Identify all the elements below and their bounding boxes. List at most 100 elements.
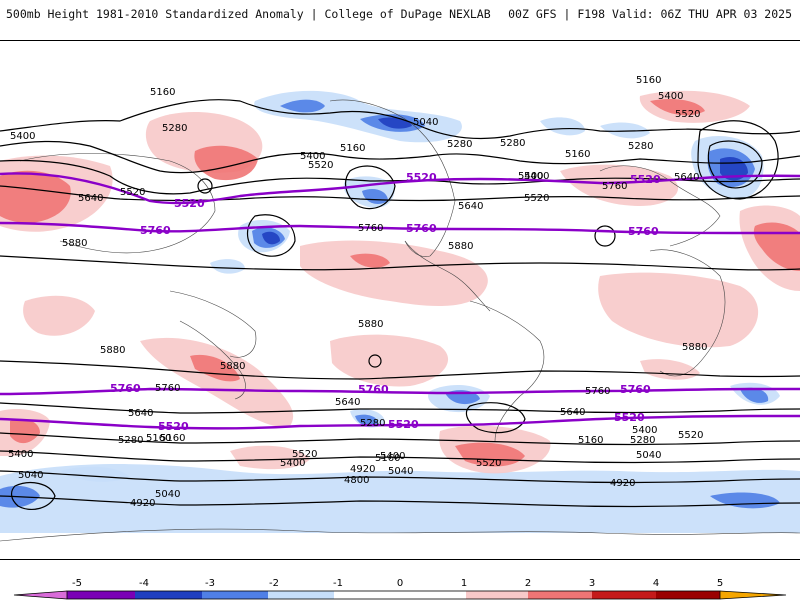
highlight-label: 5760 <box>620 383 651 396</box>
contour-label: 5160 <box>160 433 185 444</box>
contour-label: 4920 <box>130 498 155 509</box>
contour-label: 5760 <box>358 223 383 234</box>
contour-label: 5880 <box>220 361 245 372</box>
contour-label: 5520 <box>524 193 549 204</box>
contour-label: 5160 <box>340 143 365 154</box>
contour-label: 5160 <box>636 75 661 86</box>
contour-label: 5160 <box>578 435 603 446</box>
colorbar-segment <box>400 591 466 599</box>
colorbar-tick-label: 3 <box>589 578 595 589</box>
colorbar-ticks: -5 -4 -3 -2 -1 0 1 2 3 4 5 <box>72 578 723 589</box>
highlight-label: 5520 <box>614 411 645 424</box>
highlight-label: 5520 <box>388 418 419 431</box>
highlight-label: 5520 <box>406 171 437 184</box>
colorbar-tick-label: 5 <box>717 578 723 589</box>
contour-label: 5640 <box>674 172 699 183</box>
contour-label: 5520 <box>120 187 145 198</box>
highlight-contour-labels: 5520 5520 5760 5520 5760 5760 5760 5760 … <box>110 171 661 433</box>
colorbar-segment <box>67 591 135 599</box>
highlight-label: 5760 <box>140 224 171 237</box>
contour-label: 5280 <box>447 139 472 150</box>
contour-label: 5400 <box>380 451 405 462</box>
contour-label: 5640 <box>335 397 360 408</box>
contour-label: 5160 <box>146 433 171 444</box>
highlight-label: 5760 <box>358 383 389 396</box>
contour-label: 5880 <box>448 241 473 252</box>
colorbar-segments <box>13 590 787 600</box>
colorbar-tick-label: -3 <box>205 578 215 589</box>
colorbar-segment <box>202 591 268 599</box>
colorbar-segment <box>334 591 400 599</box>
contour-label: 4800 <box>344 475 369 486</box>
contour-label: 5400 <box>280 458 305 469</box>
contour-label: 5520 <box>675 109 700 120</box>
colorbar-tick-label: -4 <box>139 578 149 589</box>
contour-label: 5760 <box>602 181 627 192</box>
header: 500mb Height 1981-2010 Standardized Anom… <box>0 0 800 40</box>
colorbar-tick-label: 2 <box>525 578 531 589</box>
highlight-label: 5760 <box>628 225 659 238</box>
colorbar-segment <box>268 591 334 599</box>
highlight-label: 5520 <box>158 420 189 433</box>
contour-label: 5160 <box>375 453 400 464</box>
contour-label: 5280 <box>628 141 653 152</box>
colorbar-tick-label: -1 <box>333 578 343 589</box>
highlight-label: 5520 <box>174 197 205 210</box>
colorbar-segment <box>135 591 202 599</box>
contour-label: 5160 <box>150 87 175 98</box>
contour-label: 5040 <box>413 117 438 128</box>
contour-label: 5640 <box>560 407 585 418</box>
contour-label: 5520 <box>476 458 501 469</box>
highlight-label: 5760 <box>110 382 141 395</box>
colorbar-graphic: -5 -4 -3 -2 -1 0 1 2 3 4 5 <box>13 578 787 600</box>
map-panel: 5400 5160 5280 5400 5520 5640 5520 5880 … <box>0 40 800 560</box>
colorbar-segment <box>656 591 720 599</box>
colorbar-segment <box>720 591 786 599</box>
contour-label: 5040 <box>18 470 43 481</box>
highlight-label: 5760 <box>406 222 437 235</box>
colorbar-segment <box>592 591 656 599</box>
contour-label: 5280 <box>500 138 525 149</box>
contour-label: 5400 <box>518 171 543 182</box>
contour-label: 5160 <box>565 149 590 160</box>
contour-label: 5520 <box>292 449 317 460</box>
contour-label: 5400 <box>300 151 325 162</box>
colorbar-tick-label: -5 <box>72 578 82 589</box>
height-contours <box>0 99 800 510</box>
contour-label: 5880 <box>100 345 125 356</box>
anomaly-map: 5400 5160 5280 5400 5520 5640 5520 5880 … <box>0 75 800 542</box>
contour-label: 5040 <box>155 489 180 500</box>
colorbar: -5 -4 -3 -2 -1 0 1 2 3 4 5 <box>0 560 800 600</box>
contour-label: 5400 <box>8 449 33 460</box>
contour-label: 5400 <box>632 425 657 436</box>
contour-label: 5760 <box>155 383 180 394</box>
highlight-label: 5520 <box>630 173 661 186</box>
contour-label: 5880 <box>682 342 707 353</box>
colorbar-segment <box>528 591 592 599</box>
contour-label: 5520 <box>678 430 703 441</box>
contour-label: 5640 <box>458 201 483 212</box>
contour-label: 5280 <box>162 123 187 134</box>
contour-label: 5040 <box>636 450 661 461</box>
contour-label: 5880 <box>62 238 87 249</box>
model-run-info: 00Z GFS | F198 Valid: 06Z THU APR 03 202… <box>508 7 792 21</box>
colorbar-segment <box>466 591 528 599</box>
contour-label: 5280 <box>118 435 143 446</box>
contour-label: 5280 <box>630 435 655 446</box>
colorbar-segment <box>14 591 67 599</box>
colorbar-tick-label: 0 <box>397 578 403 589</box>
contour-label: 5280 <box>360 418 385 429</box>
contour-label: 5640 <box>128 408 153 419</box>
highlight-contours <box>0 172 800 430</box>
contour-label: 5400 <box>10 131 35 142</box>
contour-label: 5520 <box>308 160 333 171</box>
colorbar-tick-label: 4 <box>653 578 659 589</box>
contour-label: 5880 <box>358 319 383 330</box>
contour-label: 4920 <box>350 464 375 475</box>
colorbar-tick-label: 1 <box>461 578 467 589</box>
contour-label: 5400 <box>658 91 683 102</box>
contour-label: 5760 <box>585 386 610 397</box>
contour-label: 5640 <box>78 193 103 204</box>
map-title: 500mb Height 1981-2010 Standardized Anom… <box>6 7 491 21</box>
positive-anomaly-shading <box>0 90 800 474</box>
